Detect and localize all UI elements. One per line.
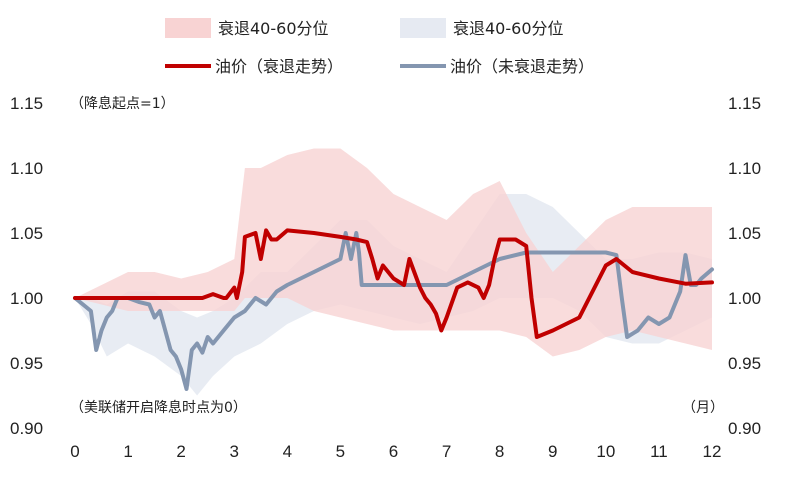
series-line-recession bbox=[73, 228, 714, 339]
right-y-axis: 0.90 0.95 1.00 1.05 1.10 1.15 bbox=[728, 94, 761, 438]
y-tick-right: 1.10 bbox=[728, 159, 761, 178]
legend-swatch-band-red bbox=[165, 18, 211, 38]
x-tick: 5 bbox=[336, 442, 345, 461]
x-tick: 1 bbox=[123, 442, 132, 461]
x-axis-note: （美联储开启降息时点为0） bbox=[70, 399, 247, 416]
y-tick-right: 1.00 bbox=[728, 289, 761, 308]
y-tick-left: 0.90 bbox=[10, 419, 43, 438]
y-tick-left: 1.00 bbox=[10, 289, 43, 308]
legend-label-band-red: 衰退40-60分位 bbox=[218, 19, 329, 38]
y-axis-note: （降息起点=1） bbox=[70, 95, 175, 112]
left-y-axis: 0.90 0.95 1.00 1.05 1.10 1.15 bbox=[10, 94, 43, 438]
x-axis-unit: （月） bbox=[682, 400, 724, 416]
band-recession-red bbox=[75, 148, 712, 357]
x-axis: 0 1 2 3 4 5 6 7 8 9 10 11 12 bbox=[70, 442, 721, 461]
y-tick-left: 1.15 bbox=[10, 94, 43, 113]
x-tick: 12 bbox=[703, 442, 722, 461]
x-tick: 6 bbox=[389, 442, 398, 461]
y-tick-right: 1.15 bbox=[728, 94, 761, 113]
series-line-no-recession bbox=[73, 231, 714, 391]
x-tick: 3 bbox=[230, 442, 239, 461]
x-tick: 4 bbox=[283, 442, 292, 461]
y-tick-left: 1.05 bbox=[10, 224, 43, 243]
x-tick: 11 bbox=[650, 442, 668, 461]
series-lines bbox=[73, 228, 714, 391]
y-tick-right: 1.05 bbox=[728, 224, 761, 243]
legend-label-band-gray: 衰退40-60分位 bbox=[453, 19, 564, 38]
y-tick-left: 1.10 bbox=[10, 159, 43, 178]
x-tick: 2 bbox=[176, 442, 185, 461]
x-tick: 0 bbox=[70, 442, 79, 461]
y-tick-right: 0.90 bbox=[728, 419, 761, 438]
x-tick: 9 bbox=[548, 442, 557, 461]
x-tick: 10 bbox=[596, 442, 615, 461]
legend-label-line-gray: 油价（未衰退走势） bbox=[450, 57, 594, 76]
legend: 衰退40-60分位 衰退40-60分位 油价（衰退走势） 油价（未衰退走势） bbox=[165, 18, 594, 76]
x-tick: 8 bbox=[495, 442, 504, 461]
y-tick-left: 0.95 bbox=[10, 354, 43, 373]
legend-swatch-band-gray bbox=[400, 18, 446, 38]
x-tick: 7 bbox=[442, 442, 451, 461]
y-tick-right: 0.95 bbox=[728, 354, 761, 373]
percentile-bands bbox=[75, 148, 712, 396]
legend-label-line-red: 油价（衰退走势） bbox=[215, 57, 343, 76]
